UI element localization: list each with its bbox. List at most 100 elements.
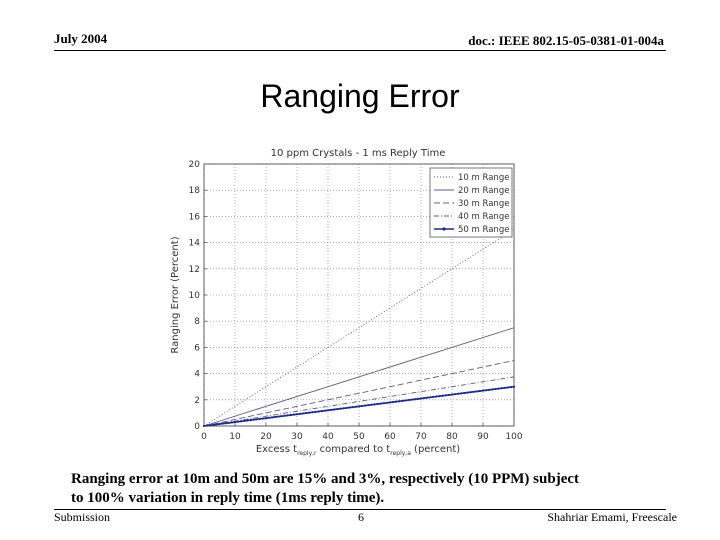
header-doc-id: doc.: IEEE 802.15-05-0381-01-004a xyxy=(468,33,664,48)
series-5-marker xyxy=(503,386,506,389)
series-5-marker xyxy=(224,422,227,425)
y-axis-label: Ranging Error (Percent) xyxy=(170,236,181,353)
x-tick-label: 10 xyxy=(229,432,241,442)
series-5-marker xyxy=(481,389,485,392)
series-5-marker xyxy=(209,424,212,427)
x-axis-label-mid: compared to t xyxy=(317,444,391,455)
series-5-marker xyxy=(416,397,419,400)
series-5-marker xyxy=(330,408,333,411)
series-5-marker xyxy=(314,410,317,413)
caption-line-1: Ranging error at 10m and 50m are 15% and… xyxy=(71,471,580,487)
series-5-marker xyxy=(441,394,444,397)
series-line-3 xyxy=(203,360,515,427)
series-5-marker xyxy=(509,385,512,389)
series-5-marker xyxy=(302,412,305,415)
series-5-marker xyxy=(317,410,320,413)
series-5-marker xyxy=(206,424,209,427)
series-5-marker xyxy=(454,393,457,396)
series-5-marker xyxy=(271,416,274,419)
series-5-marker xyxy=(351,406,354,409)
x-tick-label: 80 xyxy=(446,432,458,442)
series-5-marker xyxy=(221,422,224,425)
series-5-marker xyxy=(295,413,299,416)
series-5-marker xyxy=(373,403,376,406)
series-5-marker xyxy=(407,398,410,402)
series-5-marker xyxy=(215,423,218,426)
x-axis-label: Excess treply,r compared to treply,a (pe… xyxy=(256,444,460,457)
chart-legend: 10 m Range 20 m Range 30 m Range 40 m Range… xyxy=(429,167,513,238)
series-5-marker xyxy=(469,391,472,394)
series-5-marker xyxy=(277,415,280,418)
y-tick-label: 0 xyxy=(194,422,200,432)
series-5-marker xyxy=(413,398,416,401)
chart-title: 10 ppm Crystals - 1 ms Reply Time xyxy=(271,148,446,159)
series-5-marker xyxy=(258,417,261,421)
series-5-marker xyxy=(426,396,429,399)
series-line-1 xyxy=(203,229,515,427)
series-5-marker xyxy=(385,401,388,404)
x-axis-label-sub1: reply,r xyxy=(297,450,317,457)
x-axis-label-sub2: reply,a xyxy=(390,450,411,457)
x-axis-label-main: Excess t xyxy=(256,444,297,455)
series-5-marker xyxy=(361,404,364,408)
series-5-marker xyxy=(299,412,302,415)
series-5-marker xyxy=(233,420,237,424)
series-5-marker xyxy=(398,400,401,403)
series-5-marker xyxy=(292,413,295,416)
x-tick-label: 30 xyxy=(291,432,303,442)
legend-label-4: 40 m Range xyxy=(458,212,509,222)
series-5-marker xyxy=(261,417,264,420)
series-5-marker xyxy=(401,399,404,402)
y-tick-label: 8 xyxy=(194,317,200,327)
series-5-marker xyxy=(370,403,373,406)
chart-series xyxy=(202,229,516,428)
slide-caption: Ranging error at 10m and 50m are 15% and… xyxy=(71,470,671,508)
series-5-marker xyxy=(230,421,233,424)
series-5-marker xyxy=(308,411,311,414)
series-5-marker xyxy=(472,390,475,393)
legend-box xyxy=(429,167,513,238)
series-5-marker xyxy=(488,388,491,391)
footer-author: Shahriar Emami, Freescale xyxy=(547,510,677,524)
ranging-error-chart: 0 10 20 30 40 50 60 70 80 90 100 0 2 4 6 8 10 12 14 16 18 20 … xyxy=(170,148,523,457)
series-line-4 xyxy=(203,376,515,427)
series-5-marker xyxy=(243,419,246,422)
series-5-marker xyxy=(311,411,314,414)
series-5-marker xyxy=(367,404,370,407)
series-5-marker xyxy=(429,396,432,399)
y-tick-label: 20 xyxy=(189,160,201,170)
series-5-marker xyxy=(497,387,500,390)
y-tick-label: 12 xyxy=(189,265,200,275)
series-5-marker xyxy=(218,422,221,426)
series-5-marker xyxy=(460,392,463,395)
series-5-marker xyxy=(320,409,323,413)
footer-submission: Submission xyxy=(54,510,111,524)
series-5-marker xyxy=(382,402,385,405)
series-5-marker xyxy=(463,391,466,395)
legend-label-3: 30 m Range xyxy=(458,199,509,209)
series-5-marker xyxy=(395,400,398,403)
series-5-marker xyxy=(506,386,509,389)
y-tick-label: 4 xyxy=(194,370,200,380)
series-5-marker xyxy=(500,387,503,390)
footer-page-number: 6 xyxy=(358,510,364,524)
series-5-marker xyxy=(491,388,494,391)
series-5-marker xyxy=(494,387,497,391)
x-tick-label: 50 xyxy=(353,432,365,442)
series-5-marker xyxy=(252,418,255,421)
series-5-marker xyxy=(379,402,382,405)
series-5-marker xyxy=(345,406,348,410)
series-5-marker xyxy=(212,423,215,426)
series-5-marker xyxy=(419,397,423,400)
header-rule xyxy=(54,50,666,51)
series-5-marker xyxy=(410,398,413,401)
series-5-marker xyxy=(289,413,292,417)
series-5-marker xyxy=(305,411,308,415)
legend-label-2: 20 m Range xyxy=(458,186,509,196)
series-5-marker xyxy=(268,416,271,419)
legend-label-5: 50 m Range xyxy=(458,225,509,235)
x-tick-label: 40 xyxy=(322,432,334,442)
x-tick-label: 0 xyxy=(201,432,207,442)
legend-label-1: 10 m Range xyxy=(458,173,509,183)
legend-marker-5 xyxy=(442,227,446,231)
